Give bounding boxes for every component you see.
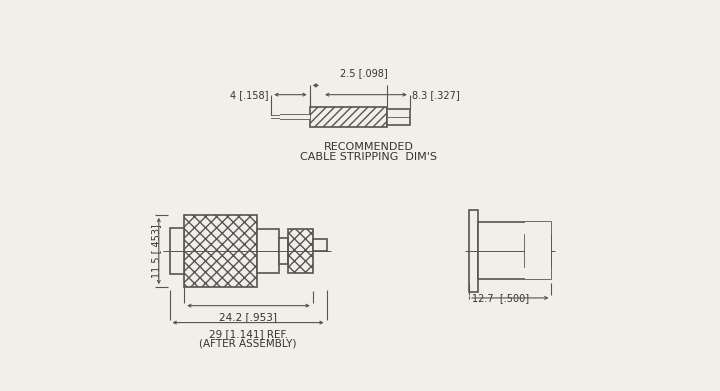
Text: 12.7  [.500]: 12.7 [.500] (472, 293, 529, 303)
Text: 2.5 [.098]: 2.5 [.098] (340, 68, 387, 78)
Bar (279, 238, 288, 264)
Bar (387, 109, 410, 125)
Bar (478, 222, 552, 280)
Bar (312, 239, 327, 251)
Bar (288, 229, 312, 273)
Bar (525, 235, 552, 267)
Text: 24.2 [.953]: 24.2 [.953] (220, 312, 277, 323)
Text: CABLE STRIPPING  DIM'S: CABLE STRIPPING DIM'S (300, 152, 438, 161)
Text: 4 [.158]: 4 [.158] (230, 90, 268, 100)
Bar (281, 115, 310, 119)
Bar (271, 116, 281, 118)
Text: 8.3 [.327]: 8.3 [.327] (412, 90, 460, 100)
Text: RECOMMENDED: RECOMMENDED (324, 142, 414, 152)
Text: (AFTER ASSEMBLY): (AFTER ASSEMBLY) (199, 339, 297, 349)
Text: 11.5 [.453]: 11.5 [.453] (150, 224, 161, 278)
Bar (170, 228, 184, 274)
Bar (184, 215, 257, 287)
Bar (469, 210, 478, 292)
Bar (310, 107, 387, 127)
Text: 29 [1.141] REF.: 29 [1.141] REF. (209, 330, 288, 339)
Bar (257, 229, 279, 273)
Bar (525, 222, 552, 280)
